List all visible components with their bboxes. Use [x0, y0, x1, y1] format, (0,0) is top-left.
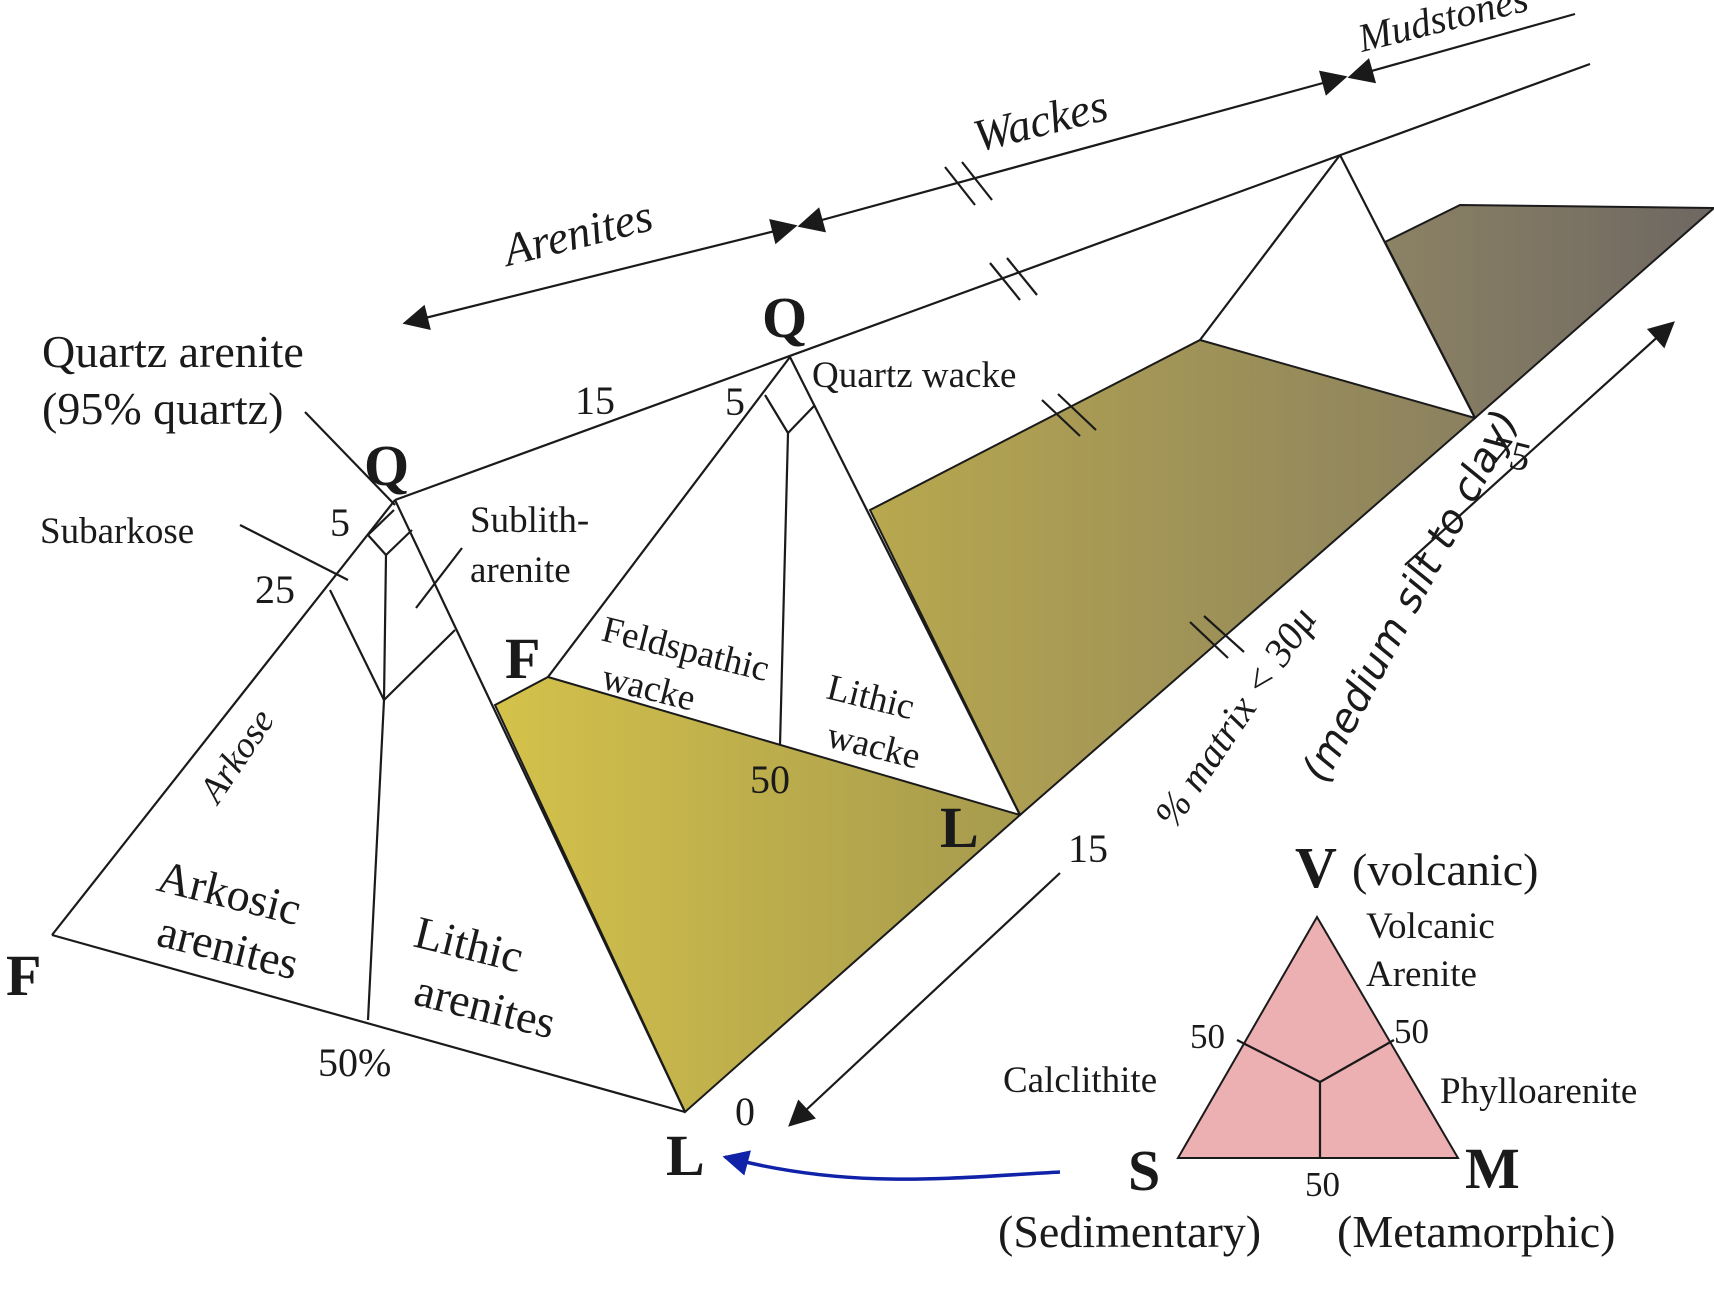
inset-calclithite: Calclithite [1003, 1060, 1157, 1101]
label-quartz-wacke: Quartz wacke [812, 355, 1016, 396]
inset-m-desc: (Metamorphic) [1337, 1206, 1615, 1257]
inset-50-left: 50 [1190, 1017, 1225, 1056]
middle-shaded-face [868, 338, 1478, 817]
inset-vertex-v: V [1295, 835, 1337, 900]
vertex-q1: Q [364, 433, 409, 498]
label-quartz-arenite: Quartz arenite [42, 326, 304, 377]
label-sublitharenite-1: Sublith- [470, 500, 589, 541]
back-shaded-face [1383, 203, 1714, 420]
inset-vertex-s: S [1128, 1138, 1160, 1203]
inset-ternary [1176, 915, 1460, 1159]
inset-volcanic-2: Arenite [1366, 954, 1477, 995]
matrix-axis [788, 321, 1675, 1127]
blue-link-arrow [722, 1150, 1061, 1181]
tick-50-pct: 50% [318, 1040, 391, 1085]
inset-volcanic-1: Volcanic [1366, 906, 1495, 947]
tick-50-b: 50 [750, 757, 790, 802]
label-arenites: Arenites [495, 190, 657, 277]
inset-50-right: 50 [1394, 1012, 1429, 1051]
label-sublitharenite-2: arenite [470, 550, 571, 591]
wacke-subdivisions [764, 394, 816, 746]
inset-v-desc: (volcanic) [1352, 844, 1538, 895]
inset-50-bottom: 50 [1305, 1165, 1340, 1204]
prism-outline [51, 62, 1591, 1114]
label-subarkose: Subarkose [40, 511, 194, 552]
label-lithic-arenites-2: arenites [410, 964, 561, 1048]
vertex-f2: F [505, 626, 540, 691]
label-wackes: Wackes [968, 79, 1113, 161]
inset-vertex-m: M [1465, 1136, 1520, 1201]
tick-15-top: 15 [575, 378, 615, 423]
range-arrows [402, 12, 1576, 659]
vertex-q2: Q [762, 285, 807, 350]
tick-25: 25 [255, 567, 295, 612]
label-quartz-arenite-pct: (95% quartz) [42, 383, 283, 434]
inset-phylloarenite: Phylloarenite [1440, 1071, 1637, 1112]
tick-5-b: 5 [725, 379, 745, 424]
vertex-l2: L [940, 795, 979, 860]
tick-15: 15 [1068, 826, 1108, 871]
label-arkose: Arkose [190, 702, 283, 813]
arenite-subdivisions [239, 411, 463, 1021]
tick-5-a: 5 [330, 500, 350, 545]
inset-s-desc: (Sedimentary) [998, 1206, 1261, 1257]
vertex-l1: L [666, 1123, 705, 1188]
front-shaded-face [493, 675, 1023, 1114]
vertex-f1: F [6, 943, 41, 1008]
tick-0: 0 [735, 1089, 755, 1134]
